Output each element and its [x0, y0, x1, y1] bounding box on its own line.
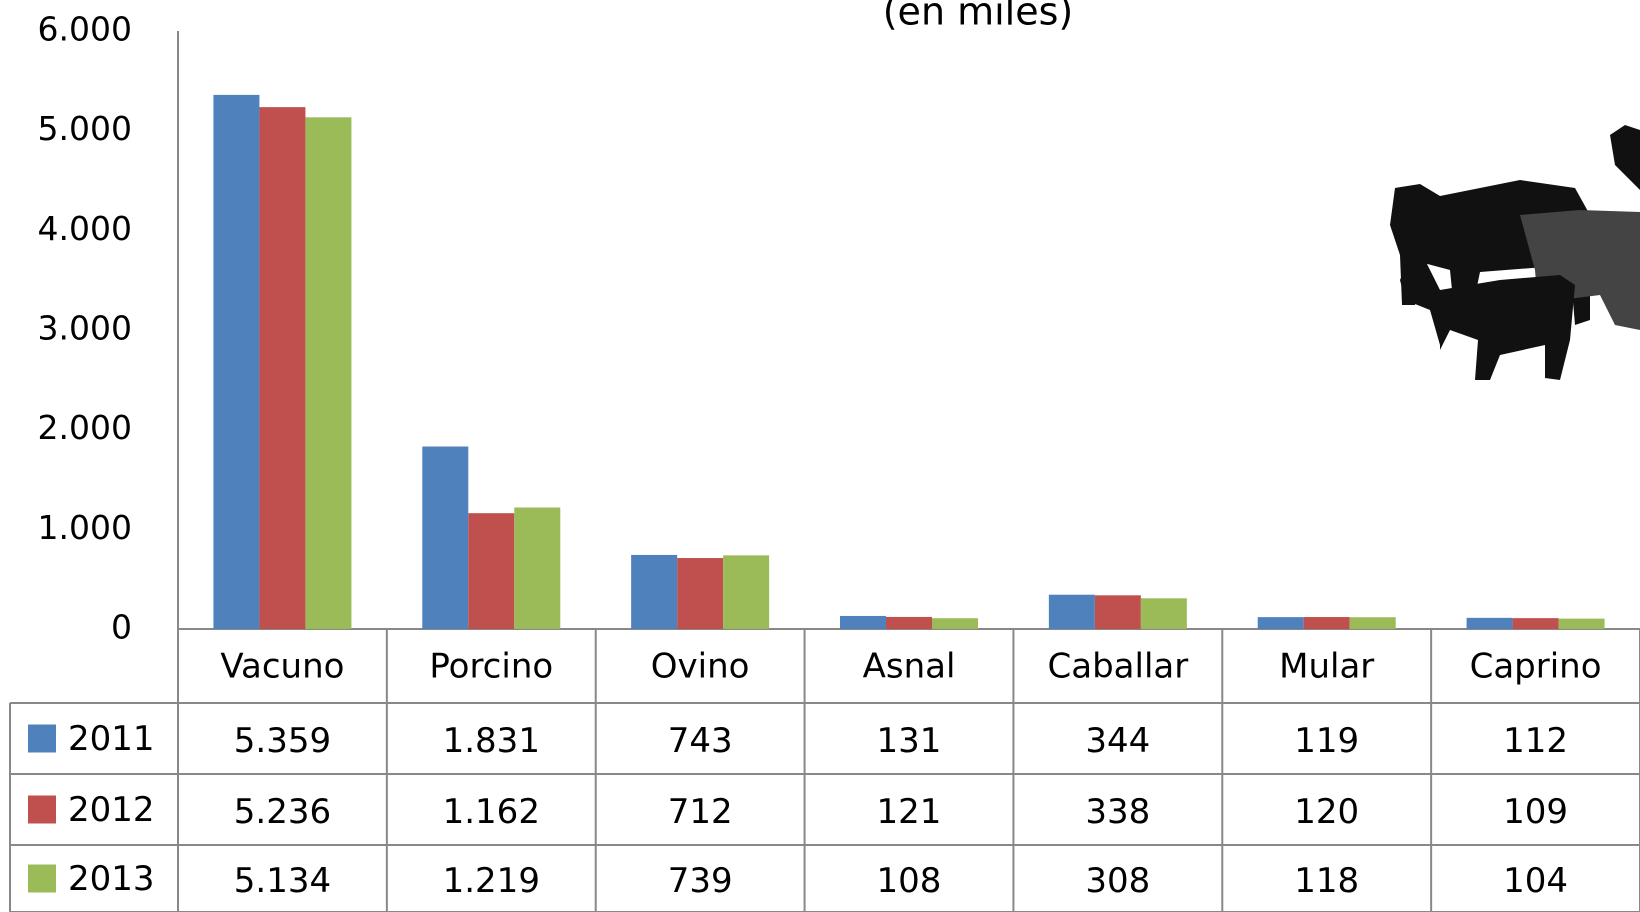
- bar: [932, 618, 978, 629]
- bar: [1559, 619, 1605, 629]
- bar: [1141, 598, 1187, 629]
- bar: [631, 555, 677, 629]
- table-value: 5.236: [234, 792, 331, 832]
- y-tick-label: 1.000: [38, 508, 132, 547]
- legend-label: 2013: [68, 859, 155, 899]
- legend-label: 2011: [68, 719, 155, 759]
- x-tick-label: Caballar: [1048, 647, 1189, 687]
- table-value: 118: [1294, 861, 1359, 901]
- table-value: 308: [1085, 861, 1150, 901]
- bar: [422, 447, 468, 629]
- y-tick-label: 2.000: [38, 408, 132, 447]
- bar: [677, 558, 723, 629]
- table-value: 121: [877, 792, 942, 832]
- table-value: 120: [1294, 792, 1359, 832]
- legend-swatch: [28, 796, 56, 824]
- chart: (en miles) 0 1.000 2.000 3.000 4.000 5.000 6.0…: [0, 0, 1640, 912]
- bar: [1049, 595, 1095, 629]
- bar: [468, 513, 514, 629]
- y-tick-label: 4.000: [38, 209, 132, 248]
- bar: [1258, 617, 1304, 629]
- bar: [213, 95, 259, 629]
- y-tick-label: 0: [111, 608, 132, 647]
- table-value: 743: [668, 721, 733, 761]
- table-value: 712: [668, 792, 733, 832]
- bar: [886, 617, 932, 629]
- table-value: 119: [1294, 721, 1359, 761]
- bar: [514, 508, 560, 629]
- table-value: 131: [877, 721, 942, 761]
- legend-swatch: [28, 725, 56, 753]
- bar: [1350, 617, 1396, 629]
- bar: [1095, 595, 1141, 629]
- bar: [840, 616, 886, 629]
- table-value: 338: [1085, 792, 1150, 832]
- table-value: 112: [1503, 721, 1568, 761]
- table-value: 104: [1503, 861, 1568, 901]
- table-value: 109: [1503, 792, 1568, 832]
- x-tick-label: Porcino: [429, 647, 553, 687]
- table-value: 344: [1085, 721, 1150, 761]
- table-value: 5.134: [234, 861, 331, 901]
- y-tick-label: 5.000: [38, 109, 132, 148]
- animal-silhouettes: [1390, 125, 1640, 380]
- table-value: 5.359: [234, 721, 331, 761]
- x-tick-label: Vacuno: [220, 647, 344, 687]
- bar: [305, 117, 351, 629]
- x-tick-label: Mular: [1279, 647, 1374, 687]
- table-value: 1.219: [443, 861, 540, 901]
- legend-label: 2012: [68, 790, 155, 830]
- x-tick-label: Ovino: [651, 647, 750, 687]
- table-value: 1.162: [443, 792, 540, 832]
- table-value: 739: [668, 861, 733, 901]
- y-tick-label: 3.000: [38, 309, 132, 348]
- chart-title: (en miles): [883, 0, 1074, 34]
- table-value: 108: [877, 861, 942, 901]
- bar: [723, 555, 769, 629]
- x-tick-label: Asnal: [863, 647, 956, 687]
- x-tick-label: Caprino: [1470, 647, 1602, 687]
- y-tick-label: 6.000: [38, 10, 132, 49]
- bar: [1304, 617, 1350, 629]
- bar: [259, 107, 305, 629]
- bar: [1513, 618, 1559, 629]
- table-value: 1.831: [443, 721, 540, 761]
- bar: [1467, 618, 1513, 629]
- legend-swatch: [28, 865, 56, 893]
